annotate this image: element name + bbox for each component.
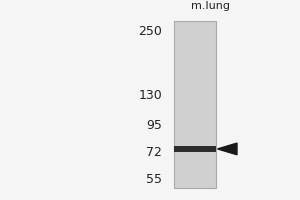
- Text: m.lung: m.lung: [190, 1, 230, 11]
- Bar: [174, 146, 216, 152]
- Text: 130: 130: [138, 89, 162, 102]
- Text: 55: 55: [146, 173, 162, 186]
- Text: 95: 95: [146, 119, 162, 132]
- Bar: [174, 21, 216, 188]
- Polygon shape: [218, 143, 237, 155]
- Text: 72: 72: [146, 146, 162, 159]
- Text: 250: 250: [138, 25, 162, 38]
